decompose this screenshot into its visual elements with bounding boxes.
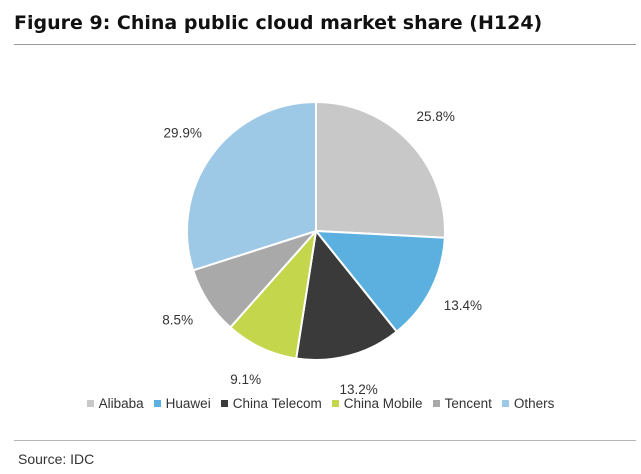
legend-swatch — [331, 400, 339, 407]
legend-item-china-telecom: China Telecom — [220, 396, 322, 411]
source-divider — [14, 440, 636, 441]
legend-swatch — [432, 400, 440, 407]
legend-label: Huawei — [165, 396, 211, 411]
title-divider — [14, 44, 636, 45]
pie-slice-alibaba — [315, 101, 446, 239]
legend-item-tencent: Tencent — [432, 396, 492, 411]
legend-swatch — [220, 400, 228, 407]
legend-item-others: Others — [501, 396, 555, 411]
legend-label: Others — [513, 396, 555, 411]
legend-label: Tencent — [444, 396, 492, 411]
data-label-alibaba: 25.8% — [417, 109, 455, 124]
legend-label: China Telecom — [232, 396, 322, 411]
pie-slice-china-telecom — [295, 230, 398, 361]
figure-title: Figure 9: China public cloud market shar… — [14, 12, 543, 34]
legend-label: Alibaba — [98, 396, 144, 411]
source-note: Source: IDC — [18, 451, 95, 467]
legend-item-china-mobile: China Mobile — [331, 396, 423, 411]
pie-slice-others — [186, 101, 317, 272]
data-label-china-mobile: 9.1% — [230, 372, 261, 387]
legend-label: China Mobile — [343, 396, 423, 411]
legend-swatch — [153, 400, 161, 407]
data-label-others: 29.9% — [164, 125, 202, 140]
data-label-tencent: 8.5% — [162, 313, 193, 328]
pie-slice-huawei — [315, 230, 446, 333]
legend-swatch — [86, 400, 94, 407]
data-label-huawei: 13.4% — [444, 298, 482, 313]
data-label-china-telecom: 13.2% — [339, 382, 377, 397]
pie-chart: 25.8% 13.4% 13.2% 9.1% 8.5% 29.9% — [162, 101, 482, 397]
chart-legend: Alibaba Huawei China Telecom China Mobile Te… — [0, 396, 641, 411]
legend-swatch — [501, 400, 509, 407]
legend-item-alibaba: Alibaba — [86, 396, 144, 411]
legend-item-huawei: Huawei — [153, 396, 211, 411]
